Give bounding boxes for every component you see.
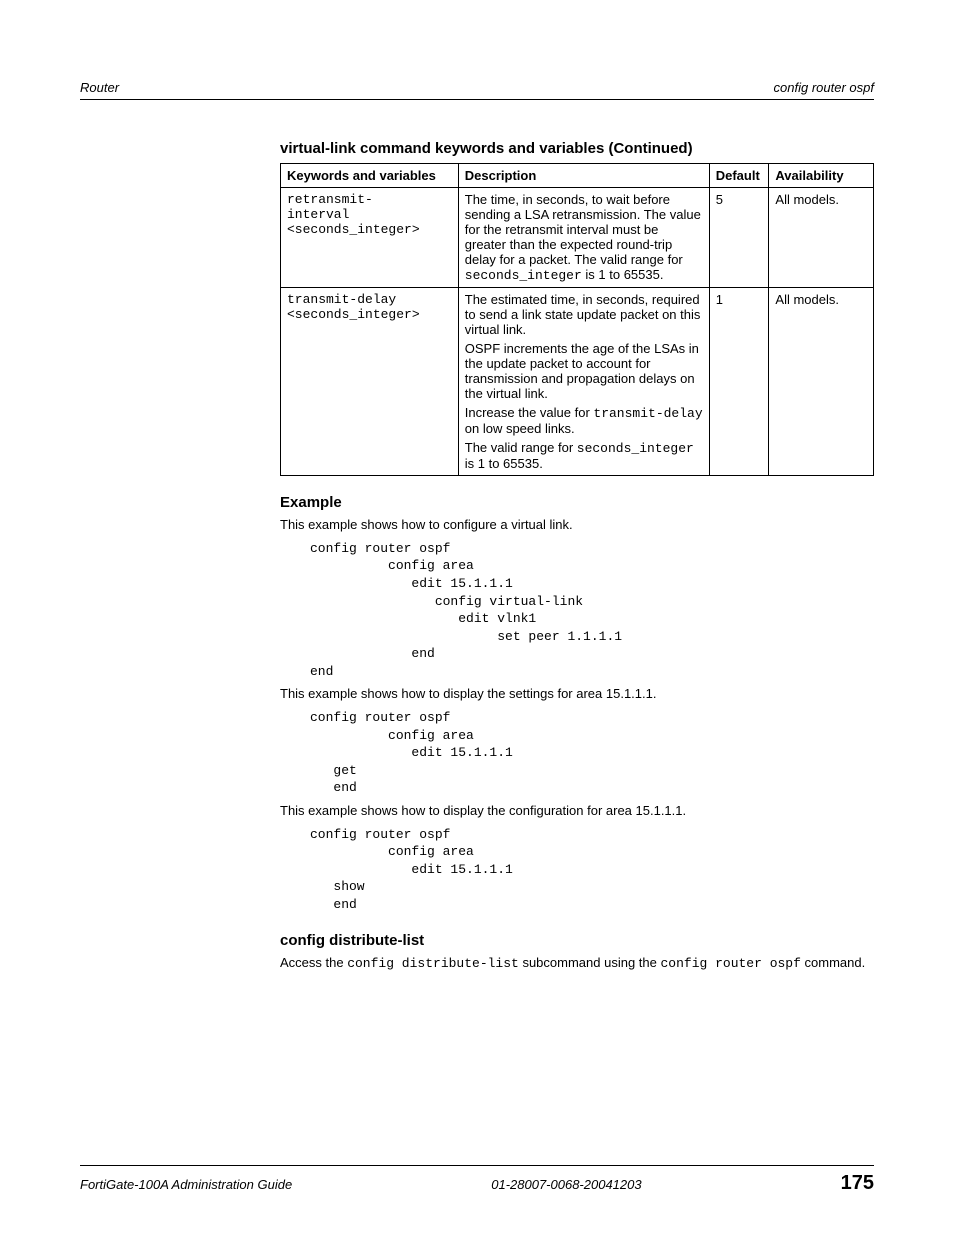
page: Router config router ospf virtual-link c…: [0, 0, 954, 1235]
content-area: virtual-link command keywords and variab…: [280, 140, 874, 972]
cell-description: The estimated time, in seconds, required…: [458, 288, 709, 476]
text-run: The time, in seconds, to wait before sen…: [465, 192, 701, 267]
text-run: command.: [801, 955, 865, 970]
distribute-list-text: Access the config distribute-list subcom…: [280, 955, 874, 973]
text-run: Access the: [280, 955, 347, 970]
page-header: Router config router ospf: [80, 80, 874, 95]
table-caption: virtual-link command keywords and variab…: [280, 140, 874, 157]
desc-paragraph: The estimated time, in seconds, required…: [465, 292, 703, 337]
inline-code: config distribute-list: [347, 956, 519, 971]
page-footer: FortiGate-100A Administration Guide 01-2…: [80, 1165, 874, 1195]
text-run: The estimated time, in seconds, required…: [465, 292, 701, 337]
kw-line: <seconds_integer>: [287, 222, 420, 237]
example-intro: This example shows how to configure a vi…: [280, 517, 874, 534]
col-header-availability: Availability: [769, 164, 874, 188]
cell-default: 1: [709, 288, 769, 476]
example-intro: This example shows how to display the co…: [280, 803, 874, 820]
inline-code: seconds_integer: [577, 441, 694, 456]
keywords-table: Keywords and variables Description Defau…: [280, 163, 874, 476]
inline-code: transmit-delay: [593, 406, 702, 421]
cell-availability: All models.: [769, 288, 874, 476]
header-right: config router ospf: [774, 80, 874, 95]
desc-paragraph: OSPF increments the age of the LSAs in t…: [465, 341, 703, 401]
distribute-list-heading: config distribute-list: [280, 932, 874, 949]
footer-rule: [80, 1165, 874, 1166]
inline-code: config router ospf: [660, 956, 800, 971]
cell-keyword: retransmit- interval <seconds_integer>: [281, 188, 459, 288]
example-heading: Example: [280, 494, 874, 511]
inline-code: seconds_integer: [465, 268, 582, 283]
cell-availability: All models.: [769, 188, 874, 288]
code-block: config router ospf config area edit 15.1…: [310, 826, 874, 914]
text-run: is 1 to 65535.: [465, 456, 543, 471]
kw-line: interval: [287, 207, 349, 222]
table-row: retransmit- interval <seconds_integer> T…: [281, 188, 874, 288]
table-row: transmit-delay <seconds_integer> The est…: [281, 288, 874, 476]
kw-line: retransmit-: [287, 192, 373, 207]
footer-doc-id: 01-28007-0068-20041203: [491, 1177, 641, 1192]
col-header-keywords: Keywords and variables: [281, 164, 459, 188]
kw-line: transmit-delay: [287, 292, 396, 307]
cell-description: The time, in seconds, to wait before sen…: [458, 188, 709, 288]
header-rule: [80, 99, 874, 100]
desc-paragraph: The valid range for seconds_integer is 1…: [465, 440, 703, 471]
page-number: 175: [841, 1172, 874, 1195]
col-header-description: Description: [458, 164, 709, 188]
example-intro: This example shows how to display the se…: [280, 686, 874, 703]
text-run: OSPF increments the age of the LSAs in t…: [465, 341, 699, 401]
desc-paragraph: Increase the value for transmit-delay on…: [465, 405, 703, 436]
footer-row: FortiGate-100A Administration Guide 01-2…: [80, 1172, 874, 1195]
code-block: config router ospf config area edit 15.1…: [310, 540, 874, 680]
text-run: subcommand using the: [519, 955, 661, 970]
text-run: Increase the value for: [465, 405, 594, 420]
col-header-default: Default: [709, 164, 769, 188]
table-header-row: Keywords and variables Description Defau…: [281, 164, 874, 188]
cell-default: 5: [709, 188, 769, 288]
cell-keyword: transmit-delay <seconds_integer>: [281, 288, 459, 476]
kw-line: <seconds_integer>: [287, 307, 420, 322]
code-block: config router ospf config area edit 15.1…: [310, 709, 874, 797]
header-left: Router: [80, 80, 119, 95]
text-run: is 1 to 65535.: [582, 267, 664, 282]
footer-guide-name: FortiGate-100A Administration Guide: [80, 1177, 292, 1192]
text-run: on low speed links.: [465, 421, 575, 436]
text-run: The valid range for: [465, 440, 577, 455]
